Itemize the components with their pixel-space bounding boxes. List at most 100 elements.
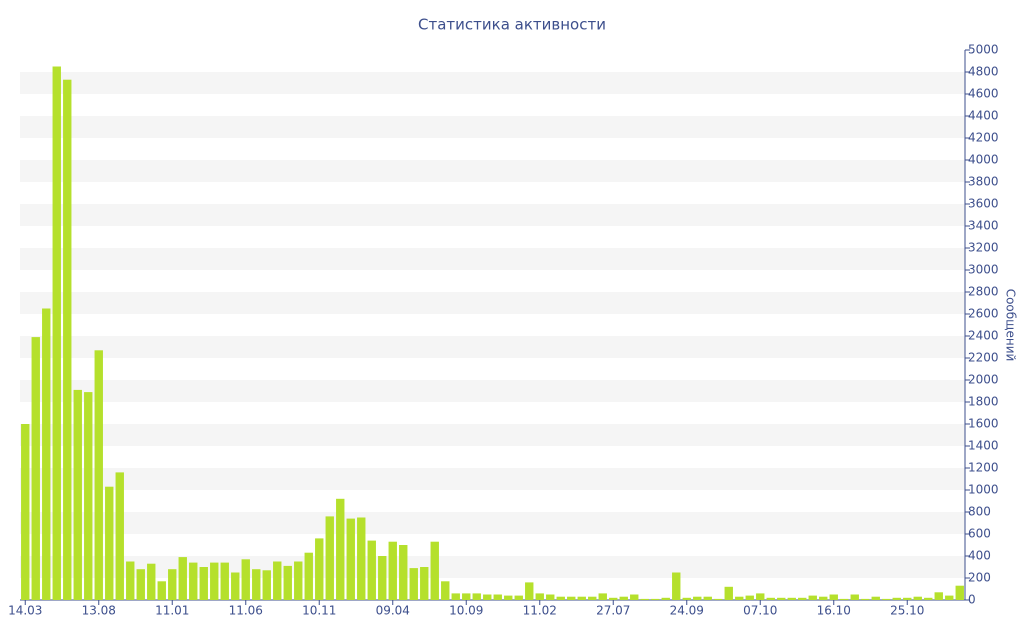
x-tick-label: 09.04 (376, 604, 410, 618)
bar (934, 592, 943, 600)
y-tick-label: 3200 (968, 241, 999, 255)
bar (336, 498, 345, 600)
bar (210, 562, 219, 600)
bar (903, 597, 912, 600)
x-tick-label: 24.09 (670, 604, 704, 618)
bar (714, 598, 723, 600)
bar (273, 561, 282, 600)
grid-band (20, 336, 965, 358)
bar (420, 567, 429, 600)
y-tick-label: 2400 (968, 329, 999, 343)
y-tick-label: 1800 (968, 395, 999, 409)
y-tick-label: 4600 (968, 87, 999, 101)
y-tick-label: 1600 (968, 417, 999, 431)
x-tick-label: 11.01 (155, 604, 189, 618)
y-tick-label: 0 (968, 593, 976, 607)
y-tick-label: 4000 (968, 153, 999, 167)
bar (388, 541, 397, 600)
bar (672, 572, 681, 600)
bar (567, 596, 576, 600)
x-tick-label: 25.10 (890, 604, 924, 618)
bar (409, 568, 418, 600)
bar (766, 597, 775, 600)
bar (556, 596, 565, 600)
bar (787, 597, 796, 600)
bar (42, 308, 51, 600)
y-tick-label: 800 (968, 505, 991, 519)
bar (913, 596, 922, 600)
bar (115, 472, 124, 600)
bar (63, 79, 72, 600)
bar (451, 593, 460, 600)
y-tick-label: 2200 (968, 351, 999, 365)
bar (472, 593, 481, 600)
bar (168, 569, 177, 600)
bar (367, 540, 376, 600)
bar (199, 567, 208, 600)
grid-band (20, 556, 965, 578)
bar (21, 424, 30, 600)
bar (798, 597, 807, 600)
bar (840, 598, 849, 600)
bar (808, 595, 817, 600)
bar (724, 586, 733, 600)
y-tick-label: 4200 (968, 131, 999, 145)
bar (546, 594, 555, 600)
y-tick-label: 5000 (968, 43, 999, 57)
grid-band (20, 72, 965, 94)
bar (819, 596, 828, 600)
bar (619, 596, 628, 600)
bar (703, 596, 712, 600)
bar (178, 557, 187, 600)
bar (483, 594, 492, 600)
grid-band (20, 292, 965, 314)
bar (294, 561, 303, 600)
bar (756, 593, 765, 600)
bar (241, 559, 250, 600)
bar (126, 561, 135, 600)
bar (325, 516, 334, 600)
bar (651, 598, 660, 600)
bar (829, 594, 838, 600)
bar (430, 541, 439, 600)
x-tick-label: 11.06 (229, 604, 263, 618)
x-tick-label: 07.10 (743, 604, 777, 618)
y-tick-label: 2600 (968, 307, 999, 321)
bar (157, 581, 166, 600)
y-tick-label: 4400 (968, 109, 999, 123)
x-tick-label: 27.07 (596, 604, 630, 618)
bar (504, 595, 513, 600)
x-tick-label: 10.09 (449, 604, 483, 618)
y-tick-label: 3000 (968, 263, 999, 277)
bar (105, 486, 114, 600)
bar (315, 538, 324, 600)
bar (220, 562, 229, 600)
y-tick-label: 1400 (968, 439, 999, 453)
bar (892, 597, 901, 600)
grid-band (20, 380, 965, 402)
bar (346, 518, 355, 600)
x-tick-label: 16.10 (817, 604, 851, 618)
bar (252, 569, 261, 600)
x-tick-label: 11.02 (523, 604, 557, 618)
bar (73, 389, 82, 600)
y-tick-label: 1200 (968, 461, 999, 475)
y-tick-label: 3400 (968, 219, 999, 233)
bar (640, 598, 649, 600)
bar (189, 562, 198, 600)
bar (577, 596, 586, 600)
bar (777, 597, 786, 600)
bar (441, 581, 450, 600)
bar (682, 597, 691, 600)
bar (304, 552, 313, 600)
bar (598, 593, 607, 600)
bar (588, 596, 597, 600)
bar (52, 66, 61, 600)
bar (283, 565, 292, 600)
y-tick-label: 2000 (968, 373, 999, 387)
y-axis-label: Сообщений (1004, 289, 1018, 362)
chart-title: Статистика активности (418, 16, 606, 34)
x-tick-label: 10.11 (302, 604, 336, 618)
